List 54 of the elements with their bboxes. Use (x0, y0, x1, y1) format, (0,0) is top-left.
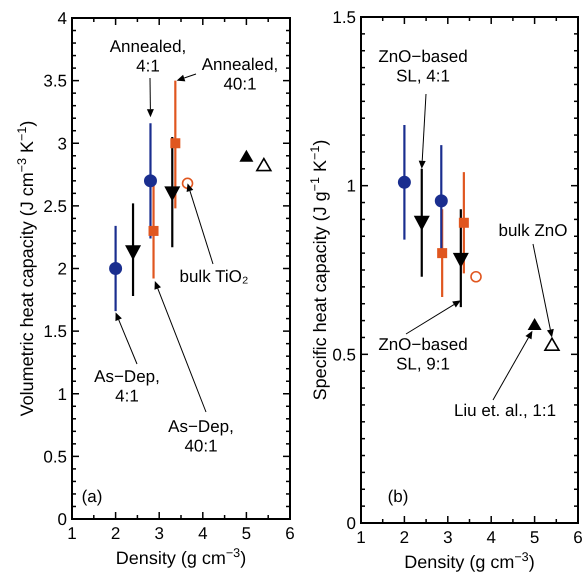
y-tick-label: 2 (58, 260, 67, 278)
point (164, 186, 180, 202)
annotation: (b) (388, 487, 408, 506)
x-tick-label: 4 (198, 524, 208, 543)
point (452, 252, 469, 268)
x-tick-label: 6 (573, 528, 583, 547)
annotation: As−Dep, 4:1 (94, 367, 160, 406)
annotation: bulk TiO₂ (180, 267, 248, 286)
y-tick-label: 3 (58, 134, 67, 154)
point (125, 245, 142, 260)
annotation: ZnO−based SL, 9:1 (378, 335, 468, 374)
point (148, 226, 159, 236)
point (144, 174, 157, 188)
annotation: (a) (82, 487, 102, 506)
x-tick-label: 3 (443, 528, 453, 547)
x-tick-label: 2 (110, 524, 120, 543)
point (437, 248, 448, 258)
x-tick-label: 5 (242, 524, 252, 543)
y-tick-label: 1 (346, 176, 356, 196)
x-axis-title: Density (g cm$^{−3}$) (116, 546, 246, 568)
x-tick-label: 5 (530, 528, 540, 547)
y-tick-label: 0 (58, 510, 67, 529)
annotation: Annealed, 4:1 (110, 37, 186, 76)
point (544, 337, 560, 352)
y-tick-label: 3.5 (43, 72, 67, 91)
y-tick-label: 0.5 (43, 447, 67, 466)
y-tick-label: 4 (58, 9, 67, 28)
y-tick-label: 0.5 (332, 345, 356, 364)
y-tick-label: 1 (58, 384, 67, 404)
point (414, 216, 430, 231)
point (239, 150, 254, 162)
y-tick-label: 1.5 (43, 322, 67, 342)
annotation: As−Dep, 40:1 (168, 417, 234, 456)
annotation: ZnO−based SL, 4:1 (378, 47, 468, 86)
point (398, 176, 411, 189)
point (109, 262, 122, 275)
annotation: bulk ZnO (498, 221, 568, 240)
annotation: Liu et. al., 1:1 (454, 401, 556, 420)
y-tick-label: 1.5 (332, 8, 356, 27)
x-tick-label: 6 (285, 524, 295, 543)
point (528, 318, 542, 330)
point (458, 218, 469, 228)
point (434, 194, 448, 208)
y-tick-label: 2.5 (43, 196, 67, 216)
x-tick-label: 3 (154, 524, 164, 543)
x-axis-title: Density (g cm$^{−3}$) (404, 550, 535, 572)
annotation: Annealed, 40:1 (202, 55, 278, 94)
point (170, 138, 180, 148)
point (182, 178, 194, 190)
point (256, 158, 272, 172)
point (470, 270, 482, 283)
x-tick-label: 4 (486, 528, 496, 547)
y-tick-label: 0 (346, 514, 356, 533)
x-tick-label: 2 (400, 528, 410, 547)
